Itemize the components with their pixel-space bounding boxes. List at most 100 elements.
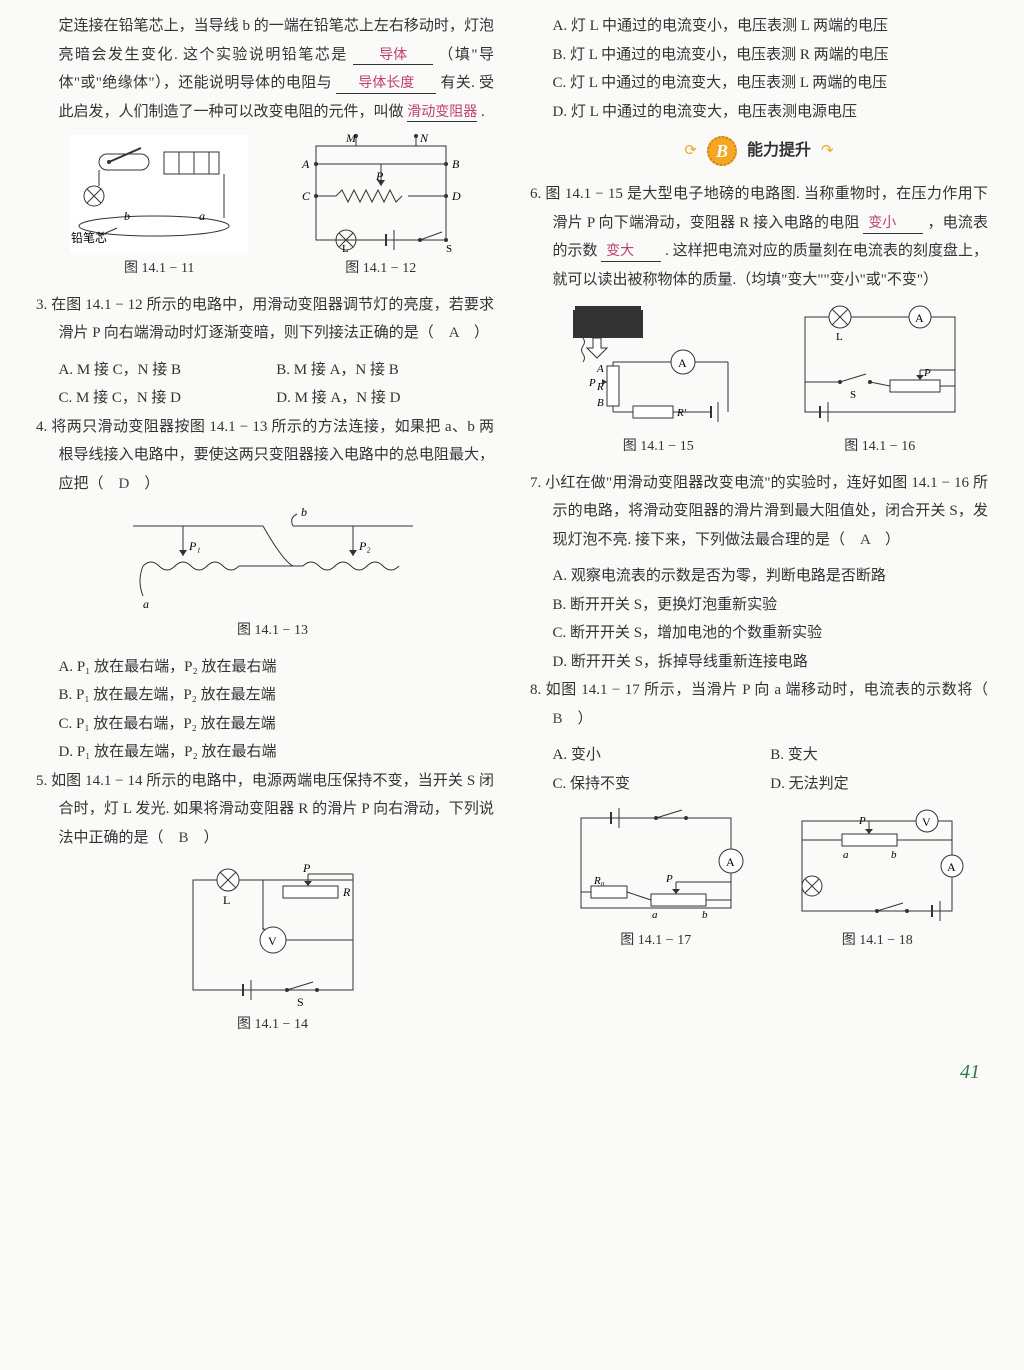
svg-text:P: P (302, 861, 311, 875)
fig-14-cap: 图 14.1 − 14 (173, 1012, 373, 1039)
q5-b: B. 灯 L 中通过的电流变小，电压表测 R 两端的电压 (553, 41, 989, 70)
q3-d: D. M 接 A，N 接 D (276, 384, 494, 413)
svg-text:N: N (419, 134, 429, 145)
q3-num: 3. (36, 297, 47, 313)
svg-text:P₁: P₁ (188, 539, 201, 553)
fig-16-svg: L A S P (790, 302, 970, 432)
svg-text:A: A (915, 311, 924, 325)
fig-row-17-18: A R₀ P a b 图 14.1 − 17 (530, 806, 988, 955)
q4-opts: A. P₁ 放在最右端，P₂ 放在最右端 B. P₁ 放在最左端，P₂ 放在最左… (36, 653, 494, 767)
fig-18-cap: 图 14.1 − 18 (787, 928, 967, 955)
q2-t4: . (481, 104, 485, 120)
section-b-header: ⟳ B 能力提升 ↷ (530, 136, 988, 166)
svg-text:a: a (143, 597, 149, 611)
svg-text:R₀: R₀ (593, 875, 605, 887)
fig-12-cap: 图 14.1 − 12 (286, 256, 476, 283)
q6-b1: 变小 (863, 216, 923, 234)
svg-text:V: V (922, 815, 931, 829)
q6-b2: 变大 (601, 244, 661, 262)
q8-ans: B (553, 711, 563, 727)
fig-16-cap: 图 14.1 − 16 (790, 434, 970, 461)
q5-tail: ） (189, 830, 219, 846)
q8-d: D. 无法判定 (770, 770, 988, 799)
q5-d: D. 灯 L 中通过的电流变大，电压表测电源电压 (553, 98, 989, 127)
svg-text:P: P (923, 367, 931, 379)
fig-12-svg: A B C D M N P (286, 134, 476, 254)
fig-row-15-16: A R′ A R B P (530, 302, 988, 461)
fig-11-cap: 图 14.1 − 11 (69, 256, 249, 283)
svg-text:P: P (588, 377, 596, 389)
q4-a: A. P₁ 放在最右端，P₂ 放在最右端 (59, 653, 495, 682)
q4-ans: D (119, 476, 130, 492)
svg-text:A: A (678, 356, 687, 370)
svg-text:P: P (665, 873, 673, 885)
q7-opts: A. 观察电流表的示数是否为零，判断电路是否断路 B. 断开开关 S，更换灯泡重… (530, 562, 988, 676)
q3-opts: A. M 接 C，N 接 BB. M 接 A，N 接 B C. M 接 C，N … (36, 356, 494, 413)
q5: 5. 如图 14.1 − 14 所示的电路中，电源两端电压保持不变，当开关 S … (36, 767, 494, 853)
fig-15: A R′ A R B P (563, 302, 753, 461)
svg-text:L: L (836, 331, 843, 343)
q3-a: A. M 接 C，N 接 B (59, 356, 277, 385)
fig-16: L A S P (790, 302, 970, 461)
q8-tail: ） (563, 711, 593, 727)
q8-c: C. 保持不变 (553, 770, 771, 799)
fig-14-svg: L P R V (173, 860, 373, 1010)
svg-text:S: S (446, 243, 452, 254)
q3-tail: ） (459, 325, 489, 341)
q5-a: A. 灯 L 中通过的电流变小，电压表测 L 两端的电压 (553, 12, 989, 41)
q8-text: 如图 14.1 − 17 所示，当滑片 P 向 a 端移动时，电流表的示数将（ (546, 682, 1003, 698)
q7-tail: ） (870, 532, 900, 548)
q7-ans: A (860, 532, 870, 548)
svg-text:a: a (199, 209, 205, 223)
q8-b: B. 变大 (770, 741, 988, 770)
svg-text:C: C (302, 189, 311, 203)
q5-c: C. 灯 L 中通过的电流变大，电压表测 L 两端的电压 (553, 69, 989, 98)
q2-blank1: 导体 (353, 48, 433, 66)
q2-continuation: 定连接在铅笔芯上，当导线 b 的一端在铅笔芯上左右移动时，灯泡亮暗会发生变化. … (36, 12, 494, 126)
fig-17-cap: 图 14.1 − 17 (566, 928, 746, 955)
badge-b: B (707, 136, 737, 166)
svg-text:S: S (850, 389, 856, 401)
q5-num: 5. (36, 773, 47, 789)
fig-17: A R₀ P a b 图 14.1 − 17 (566, 806, 746, 955)
fig-row-11-12: b a 铅笔芯 图 14.1 − 11 A B C D M (36, 134, 494, 283)
q4-c: C. P₁ 放在最右端，P₂ 放在最左端 (59, 710, 495, 739)
arrow-right-icon: ↷ (821, 137, 834, 166)
svg-text:P₂: P₂ (358, 539, 371, 553)
fig-15-cap: 图 14.1 − 15 (563, 434, 753, 461)
arrow-left-icon: ⟳ (684, 137, 697, 166)
q7-c: C. 断开开关 S，增加电池的个数重新实验 (553, 619, 989, 648)
svg-text:a: a (843, 849, 849, 861)
fig-17-svg: A R₀ P a b (566, 806, 746, 926)
q7: 7. 小红在做"用滑动变阻器改变电流"的实验时，连好如图 14.1 − 16 所… (530, 469, 988, 555)
fig-13-svg: P₁ a P₂ b (123, 506, 423, 616)
q7-a: A. 观察电流表的示数是否为零，判断电路是否断路 (553, 562, 989, 591)
svg-text:A: A (301, 157, 310, 171)
fig-12: A B C D M N P (286, 134, 476, 283)
q6-num: 6. (530, 186, 541, 202)
q8-opts: A. 变小B. 变大 C. 保持不变D. 无法判定 (530, 741, 988, 798)
fig-11: b a 铅笔芯 图 14.1 − 11 (69, 134, 249, 283)
svg-text:M: M (345, 134, 357, 145)
svg-text:P: P (858, 815, 866, 827)
fig-15-svg: A R′ A R B P (563, 302, 753, 432)
q4-b: B. P₁ 放在最左端，P₂ 放在最左端 (59, 681, 495, 710)
q8-num: 8. (530, 682, 541, 698)
sec-b-title: 能力提升 (747, 136, 811, 166)
fig-13: P₁ a P₂ b 图 14.1 − 13 (123, 506, 423, 645)
fig-13-cap: 图 14.1 − 13 (123, 618, 423, 645)
svg-text:L: L (223, 893, 230, 907)
page-number: 41 (36, 1053, 988, 1091)
fig-row-14: L P R V (36, 860, 494, 1039)
svg-text:B: B (452, 157, 460, 171)
q3-b: B. M 接 A，N 接 B (276, 356, 494, 385)
q5-ans: B (179, 830, 189, 846)
q7-d: D. 断开开关 S，拆掉导线重新连接电路 (553, 648, 989, 677)
q6: 6. 图 14.1 − 15 是大型电子地磅的电路图. 当称重物时，在压力作用下… (530, 180, 988, 294)
fig-18-svg: V P a b A (787, 806, 967, 926)
svg-text:A: A (726, 855, 735, 869)
svg-text:b: b (702, 909, 708, 921)
q8: 8. 如图 14.1 − 17 所示，当滑片 P 向 a 端移动时，电流表的示数… (530, 676, 988, 733)
fig-row-13: P₁ a P₂ b 图 14.1 − 13 (36, 506, 494, 645)
fig-14: L P R V (173, 860, 373, 1039)
